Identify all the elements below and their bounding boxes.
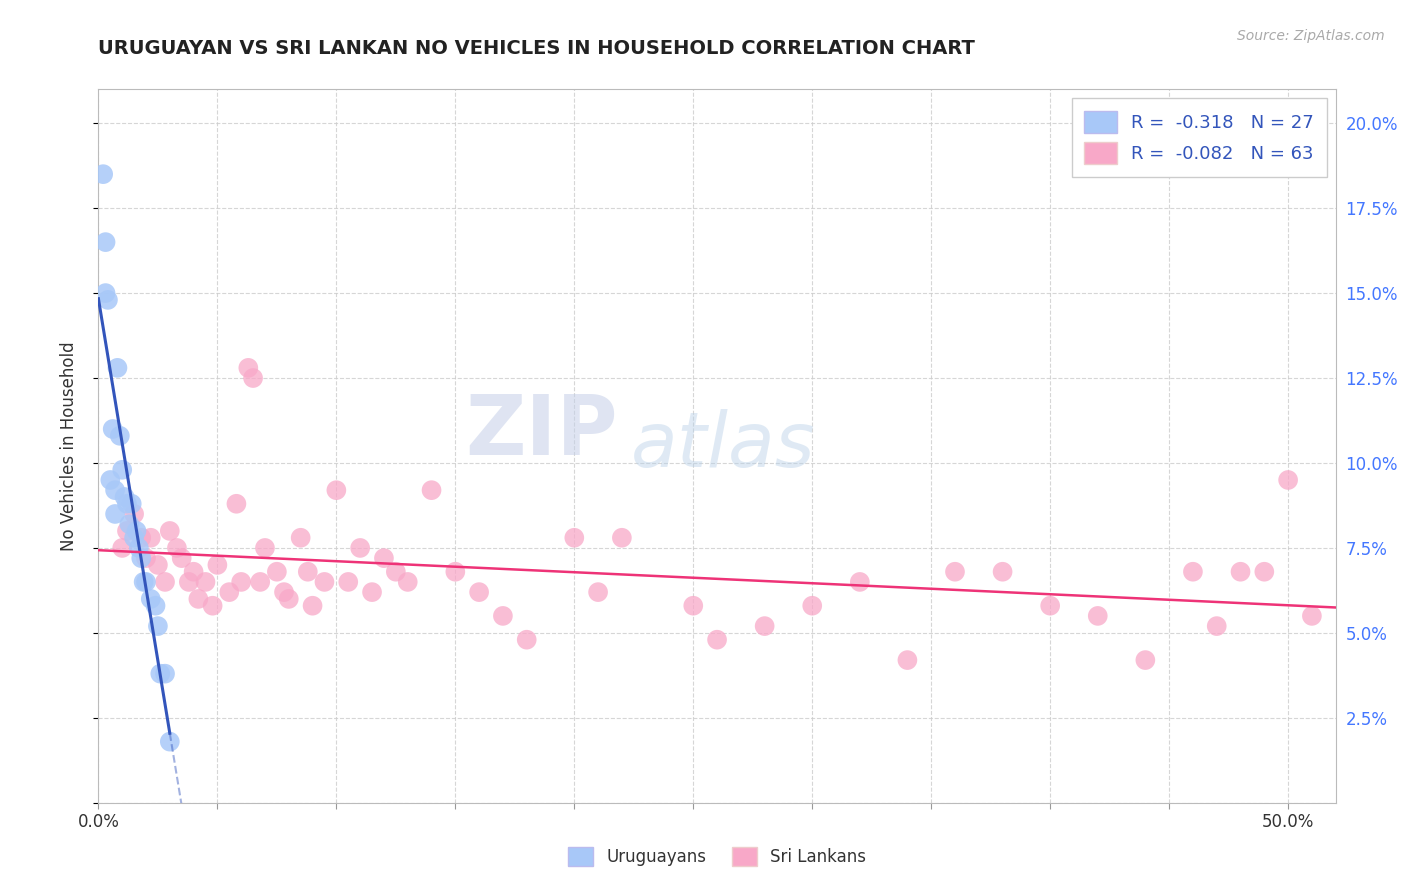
Point — [1039, 599, 1062, 613]
Point — [98, 473, 121, 487]
Point — [115, 524, 138, 538]
Point — [337, 574, 360, 589]
Point — [101, 422, 124, 436]
Point — [159, 524, 181, 538]
Legend: Uruguayans, Sri Lankans: Uruguayans, Sri Lankans — [561, 840, 873, 873]
Point — [97, 293, 120, 307]
Point — [610, 531, 633, 545]
Point — [314, 574, 336, 589]
Point — [107, 360, 129, 375]
Point — [118, 517, 141, 532]
Point — [373, 551, 395, 566]
Point — [301, 599, 323, 613]
Point — [325, 483, 347, 498]
Point — [135, 574, 157, 589]
Point — [122, 531, 145, 545]
Point — [1253, 565, 1275, 579]
Point — [290, 531, 312, 545]
Text: URUGUAYAN VS SRI LANKAN NO VEHICLES IN HOUSEHOLD CORRELATION CHART: URUGUAYAN VS SRI LANKAN NO VEHICLES IN H… — [98, 39, 976, 58]
Point — [145, 599, 167, 613]
Point — [91, 167, 114, 181]
Point — [94, 286, 117, 301]
Point — [149, 666, 172, 681]
Point — [129, 551, 152, 566]
Point — [153, 666, 176, 681]
Text: atlas: atlas — [630, 409, 815, 483]
Point — [146, 619, 169, 633]
Point — [396, 574, 419, 589]
Point — [849, 574, 872, 589]
Point — [129, 531, 152, 545]
Point — [801, 599, 824, 613]
Point — [128, 541, 150, 555]
Point — [111, 541, 134, 555]
Point — [297, 565, 319, 579]
Point — [104, 507, 127, 521]
Point — [943, 565, 966, 579]
Point — [253, 541, 276, 555]
Point — [1205, 619, 1227, 633]
Point — [361, 585, 384, 599]
Text: Source: ZipAtlas.com: Source: ZipAtlas.com — [1237, 29, 1385, 43]
Point — [1301, 608, 1323, 623]
Point — [1087, 608, 1109, 623]
Point — [194, 574, 217, 589]
Point — [125, 524, 148, 538]
Point — [385, 565, 408, 579]
Point — [153, 574, 176, 589]
Point — [159, 734, 181, 748]
Point — [754, 619, 776, 633]
Point — [122, 507, 145, 521]
Point — [586, 585, 609, 599]
Point — [108, 429, 131, 443]
Point — [225, 497, 247, 511]
Point — [139, 531, 162, 545]
Point — [207, 558, 229, 572]
Point — [177, 574, 200, 589]
Point — [420, 483, 443, 498]
Point — [468, 585, 491, 599]
Point — [896, 653, 918, 667]
Y-axis label: No Vehicles in Household: No Vehicles in Household — [59, 341, 77, 551]
Point — [682, 599, 704, 613]
Point — [562, 531, 585, 545]
Point — [238, 360, 260, 375]
Point — [1229, 565, 1251, 579]
Point — [111, 463, 134, 477]
Point — [104, 483, 127, 498]
Point — [492, 608, 515, 623]
Point — [242, 371, 264, 385]
Point — [115, 497, 138, 511]
Point — [277, 591, 299, 606]
Point — [1277, 473, 1299, 487]
Point — [1181, 565, 1204, 579]
Point — [444, 565, 467, 579]
Point — [146, 558, 169, 572]
Point — [170, 551, 193, 566]
Point — [273, 585, 295, 599]
Point — [516, 632, 538, 647]
Point — [187, 591, 209, 606]
Point — [266, 565, 288, 579]
Point — [94, 235, 117, 249]
Point — [166, 541, 188, 555]
Point — [135, 551, 157, 566]
Point — [183, 565, 205, 579]
Point — [349, 541, 371, 555]
Point — [139, 591, 162, 606]
Text: ZIP: ZIP — [465, 392, 619, 472]
Point — [706, 632, 728, 647]
Point — [201, 599, 224, 613]
Point — [1135, 653, 1157, 667]
Point — [218, 585, 240, 599]
Point — [991, 565, 1014, 579]
Point — [121, 497, 143, 511]
Point — [114, 490, 136, 504]
Point — [249, 574, 271, 589]
Point — [231, 574, 253, 589]
Point — [132, 574, 155, 589]
